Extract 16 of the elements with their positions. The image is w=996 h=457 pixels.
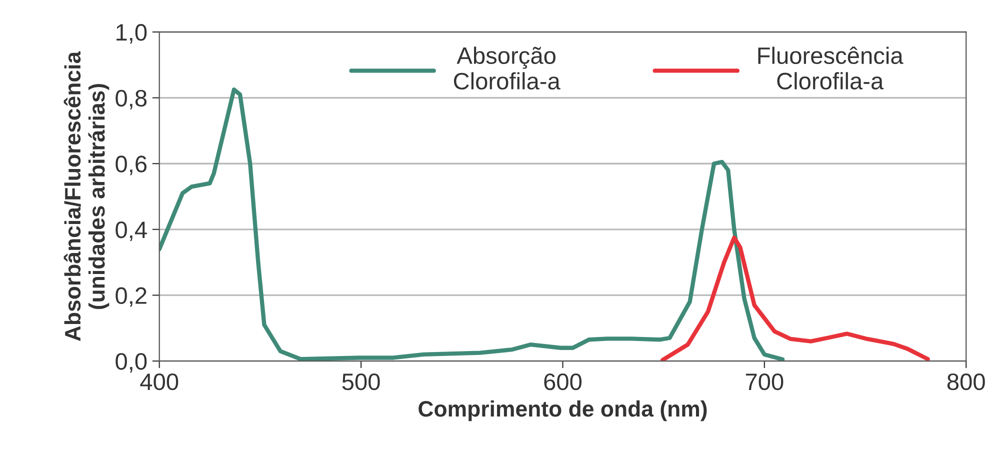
y-tick-label: 0,6	[116, 156, 147, 176]
y-tick-label: 0,8	[116, 90, 147, 110]
legend-label: Fluorescência Clorofila-a	[758, 46, 904, 90]
y-axis-title: Absorbância/Fluorescência (unidades arbitrárias)	[64, 51, 110, 342]
y-tick-label: 0,4	[116, 221, 147, 241]
x-axis-title: Comprimento de onda (nm)	[418, 400, 707, 422]
x-tick-label: 700	[746, 373, 784, 390]
x-tick-label: 600	[544, 373, 582, 390]
y-tick-label: 0,2	[116, 287, 146, 307]
y-tick-label: 1,0	[116, 24, 147, 44]
x-tick-label: 500	[342, 373, 380, 390]
legend-label: Absorção Clorofila-a	[454, 46, 560, 90]
line-series	[660, 236, 930, 362]
x-tick-label: 400	[140, 373, 178, 390]
x-tick-label: 800	[947, 373, 985, 390]
y-tick-label: 0,0	[116, 353, 147, 373]
